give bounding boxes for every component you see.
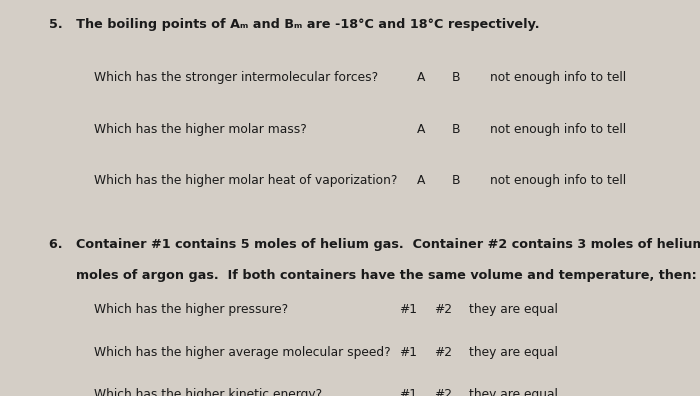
Text: #1: #1 [399, 388, 417, 396]
Text: not enough info to tell: not enough info to tell [490, 123, 626, 136]
Text: Which has the higher molar mass?: Which has the higher molar mass? [94, 123, 307, 136]
Text: B: B [452, 174, 460, 187]
Text: A: A [416, 174, 425, 187]
Text: they are equal: they are equal [469, 303, 558, 316]
Text: Which has the stronger intermolecular forces?: Which has the stronger intermolecular fo… [94, 71, 379, 84]
Text: #1: #1 [399, 346, 417, 359]
Text: they are equal: they are equal [469, 388, 558, 396]
Text: Which has the higher pressure?: Which has the higher pressure? [94, 303, 288, 316]
Text: 6.   Container #1 contains 5 moles of helium gas.  Container #2 contains 3 moles: 6. Container #1 contains 5 moles of heli… [49, 238, 700, 251]
Text: they are equal: they are equal [469, 346, 558, 359]
Text: Which has the higher molar heat of vaporization?: Which has the higher molar heat of vapor… [94, 174, 398, 187]
Text: not enough info to tell: not enough info to tell [490, 174, 626, 187]
Text: #2: #2 [434, 303, 452, 316]
Text: A: A [416, 123, 425, 136]
Text: Which has the higher average molecular speed?: Which has the higher average molecular s… [94, 346, 391, 359]
Text: moles of argon gas.  If both containers have the same volume and temperature, th: moles of argon gas. If both containers h… [49, 269, 696, 282]
Text: not enough info to tell: not enough info to tell [490, 71, 626, 84]
Text: Which has the higher kinetic energy?: Which has the higher kinetic energy? [94, 388, 323, 396]
Text: A: A [416, 71, 425, 84]
Text: #1: #1 [399, 303, 417, 316]
Text: B: B [452, 71, 460, 84]
Text: 5.   The boiling points of Aₘ and Bₘ are -18°C and 18°C respectively.: 5. The boiling points of Aₘ and Bₘ are -… [49, 18, 540, 31]
Text: #2: #2 [434, 346, 452, 359]
Text: #2: #2 [434, 388, 452, 396]
Text: B: B [452, 123, 460, 136]
